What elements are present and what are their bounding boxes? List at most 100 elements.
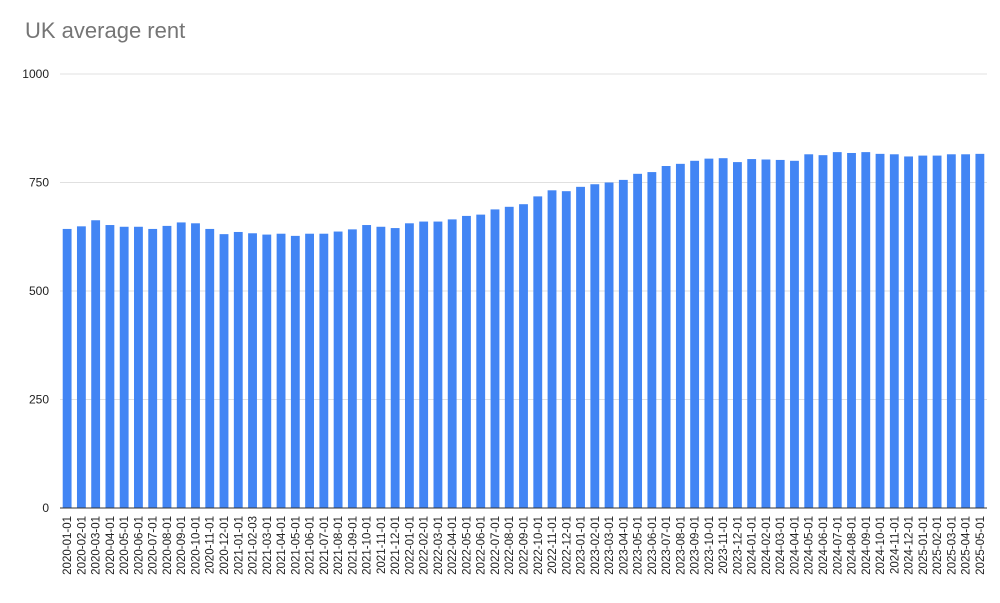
bar [961,154,971,509]
bar [105,225,115,509]
bar [319,233,329,508]
x-tick-label: 2021-12-01 [390,516,402,575]
x-tick-label: 2025-05-01 [975,516,987,575]
bar [818,155,828,508]
x-tick-label: 2023-01-01 [576,516,588,575]
x-tick-label: 2020-05-01 [119,516,131,575]
bar [519,204,528,508]
x-tick-label: 2020-09-01 [176,516,188,575]
x-tick-label: 2024-11-01 [889,516,901,574]
x-tick-label: 2022-03-01 [433,516,445,575]
bar [504,206,514,508]
bar [290,235,300,508]
x-tick-label: 2023-11-01 [718,516,730,574]
bar [347,229,357,508]
bar [262,234,272,508]
x-tick-label: 2023-04-01 [618,516,630,575]
x-tick-label: 2024-08-01 [847,516,859,575]
x-tick-label: 2021-05-01 [290,516,302,575]
bars [62,152,985,509]
x-tick-label: 2023-07-01 [661,516,673,575]
bar [276,233,286,508]
x-tick-label: 2023-12-01 [732,516,744,575]
x-tick-label: 2022-09-01 [519,516,531,575]
bar [362,225,372,509]
x-tick-label: 2021-01-01 [233,516,245,575]
bar [561,191,571,508]
x-tick-label: 2024-09-01 [861,516,873,575]
bar [946,154,956,509]
bar [419,221,429,508]
x-tick-label: 2022-12-01 [561,516,573,575]
x-tick-label: 2022-06-01 [476,516,488,575]
x-tick-label: 2024-07-01 [832,516,844,575]
bar [975,153,985,508]
bar [661,166,671,508]
x-tick-label: 2024-04-01 [789,516,801,575]
bar [462,215,471,508]
bar [718,158,728,509]
x-tick-label: 2022-10-01 [533,516,545,575]
x-tick-label: 2020-04-01 [105,516,117,575]
x-tick-label: 2022-11-01 [547,516,559,574]
x-tick-label: 2024-10-01 [875,516,887,575]
y-tick-label: 750 [29,176,49,190]
x-tick-label: 2021-09-01 [347,516,359,575]
x-tick-label: 2020-03-01 [91,516,103,575]
x-tick-label: 2022-05-01 [461,516,473,575]
bar [205,228,215,509]
bar [547,190,557,508]
bar [604,182,614,508]
bar [305,233,314,508]
bar [747,159,757,508]
bar [875,153,885,508]
x-tick-label: 2021-04-01 [276,516,288,575]
bar [134,226,143,508]
x-tick-label: 2020-01-01 [62,516,74,575]
bar [761,159,771,509]
bar [704,158,714,508]
bar [390,228,400,508]
x-tick-label: 2020-02-01 [76,516,88,575]
x-tick-label: 2021-07-01 [319,516,331,575]
y-tick-label: 0 [42,501,49,515]
bar [490,209,500,508]
bar [476,214,486,508]
bar [62,228,72,509]
x-tick-label: 2023-05-01 [633,516,645,575]
bar [675,163,685,508]
x-tick-label: 2022-02-01 [419,516,431,575]
x-axis: 2020-01-01 2020-02-01 2020-03-01 2020-04-01… [60,507,987,575]
x-tick-label: 2023-02-01 [590,516,602,575]
x-tick-label: 2021-02-03 [248,516,260,575]
x-tick-label: 2025-04-01 [961,516,973,575]
x-tick-label: 2023-08-01 [675,516,687,575]
x-tick-label: 2024-03-01 [775,516,787,575]
bar [219,234,229,508]
y-tick-label: 500 [29,284,49,298]
bar [932,155,942,509]
x-tick-label: 2025-03-01 [946,516,958,575]
bar [633,173,643,508]
bar [148,228,158,509]
x-tick-label: 2020-12-01 [219,516,231,575]
x-tick-label: 2023-03-01 [604,516,616,575]
bar [162,225,172,508]
bar [176,222,186,509]
bar [376,226,386,508]
x-tick-label: 2024-06-01 [818,516,830,575]
x-tick-label: 2023-06-01 [647,516,659,575]
x-tick-label: 2024-02-01 [761,516,773,575]
bar [832,152,842,508]
bar [790,160,799,509]
bar [433,221,443,508]
bar [733,162,742,509]
bar [618,179,628,508]
x-tick-label: 2020-11-01 [205,516,217,574]
bar [775,159,785,508]
y-axis: 0 250 500 750 1000 [22,67,49,515]
x-tick-label: 2021-06-01 [305,516,317,575]
x-tick-label: 2020-08-01 [162,516,174,575]
x-tick-label: 2024-01-01 [747,516,759,575]
